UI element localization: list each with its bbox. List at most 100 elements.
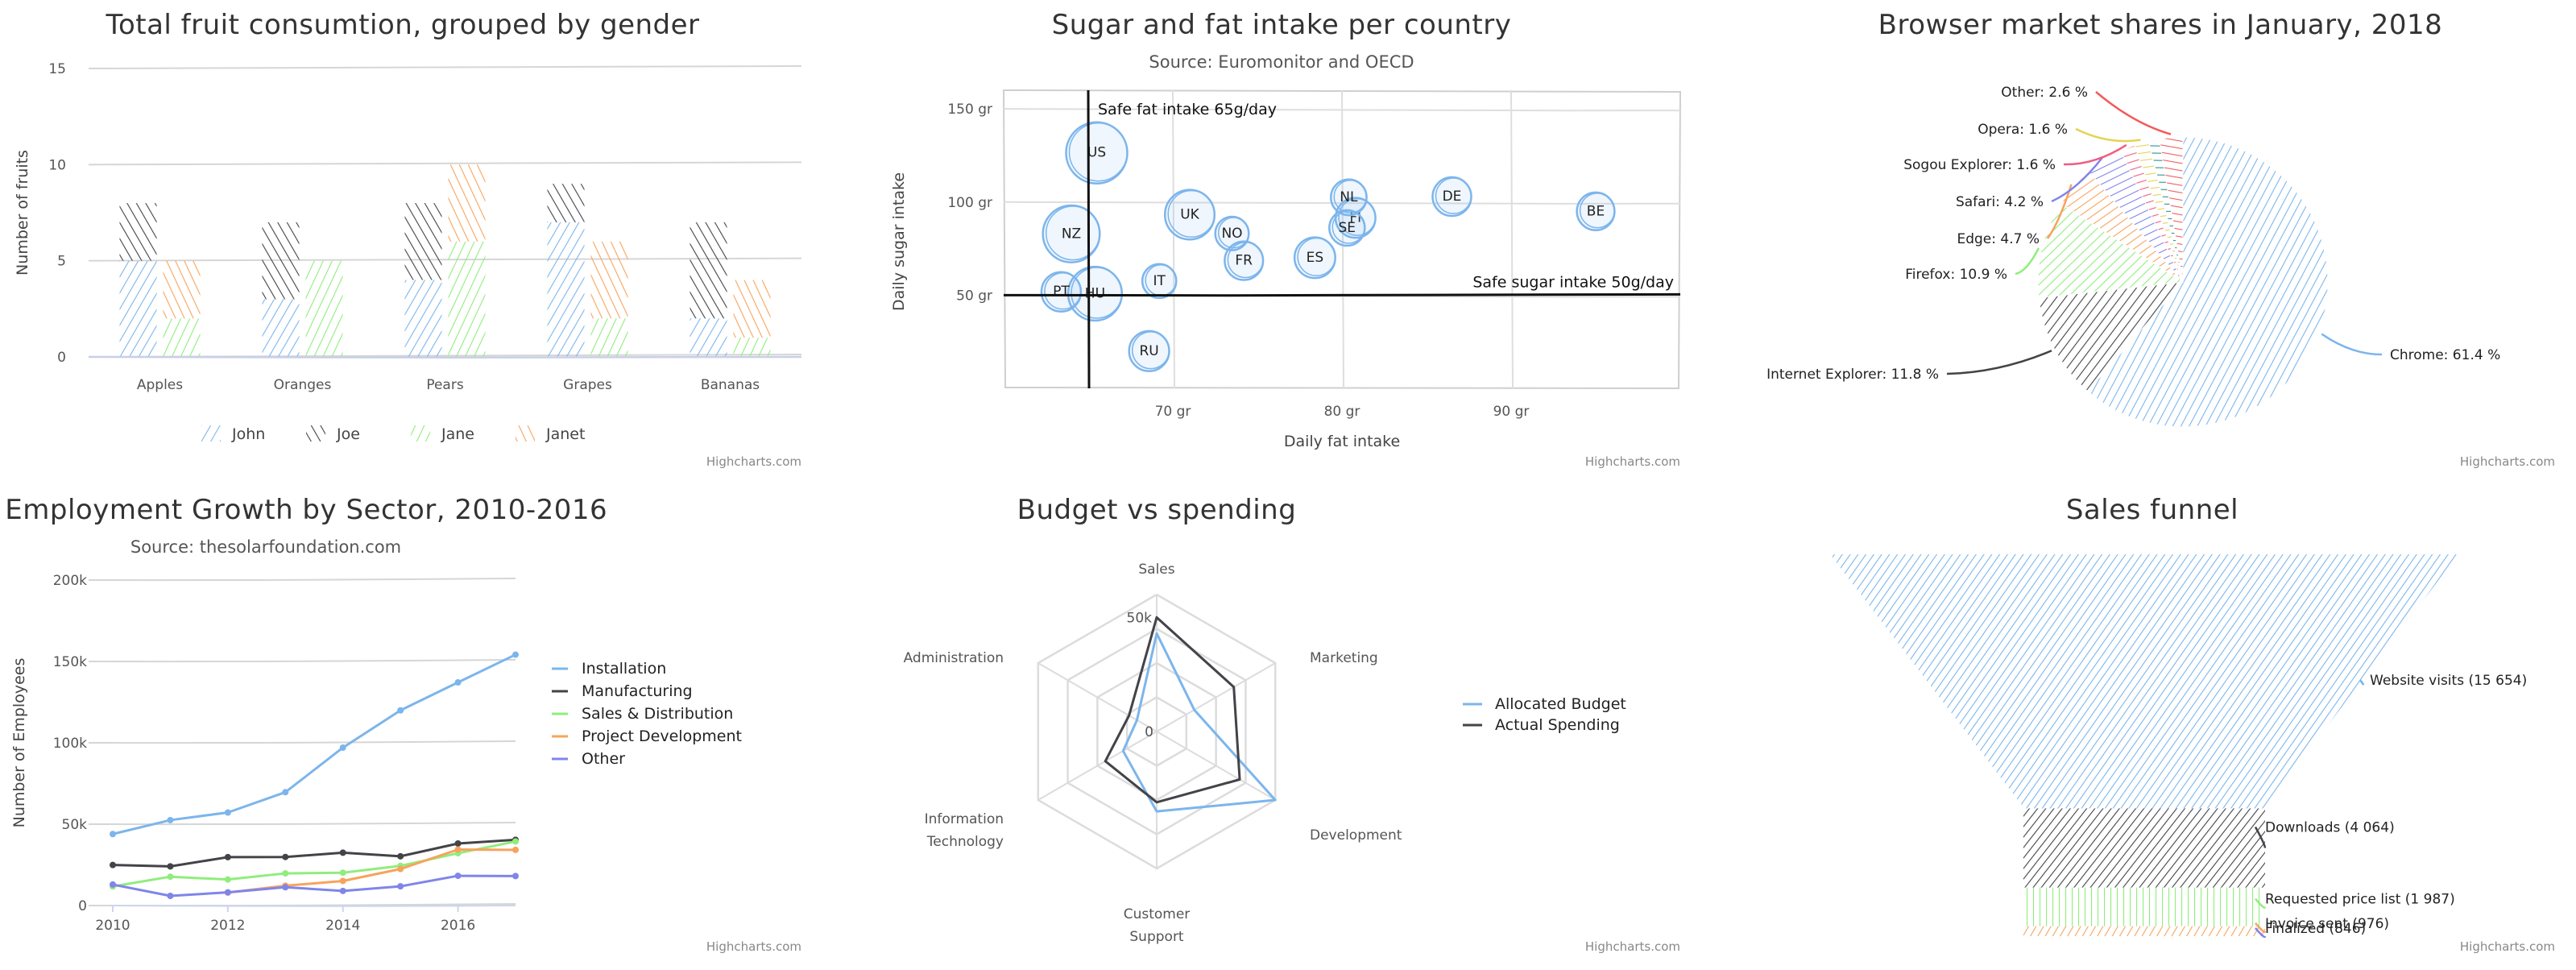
x-tick-label: Apples (137, 377, 183, 393)
legend-symbol (411, 425, 430, 441)
bubble-outline (1167, 189, 1216, 238)
bar (163, 318, 201, 357)
series-point (224, 889, 231, 896)
legend-symbol (516, 425, 535, 441)
radar-category-label: Sales (1138, 562, 1174, 578)
y-tick-label: 100k (53, 736, 87, 752)
x-tick-label: 2014 (325, 918, 360, 934)
sugar-plot-line-label: Safe sugar intake 50g/day (1472, 273, 1674, 291)
funnel-data-label: Website visits (15 654) (2370, 673, 2527, 689)
bubble-outline (1068, 122, 1129, 182)
series-point (110, 831, 116, 838)
chart-title: Solar Employment Growth by Sector, 2010-… (0, 494, 607, 526)
funnel-data-label: Requested price list (1 987) (2265, 892, 2455, 908)
bubble-outline (1333, 180, 1368, 213)
budget-radar-chart: Budget vs spending Sales Marketing Developm… (904, 494, 1680, 954)
bar (590, 318, 628, 357)
funnel-connector (2359, 679, 2364, 686)
pie-data-label: Sogou Explorer: 1.6 % (1903, 157, 2056, 173)
bubble-label: PT (1053, 284, 1070, 300)
funnel-data-label: Downloads (4 064) (2265, 820, 2395, 836)
funnel-chart-panel: Sales funnel Website visits (15 654) Downl… (1717, 485, 2576, 970)
sugar-fat-bubble-chart: Sugar and fat intake per country Source: … (890, 9, 1682, 469)
pie-data-label: Opera: 1.6 % (1978, 122, 2068, 138)
radar-category-label: Information (925, 811, 1004, 827)
y-tick-label: 5 (57, 254, 66, 270)
chart-subtitle: Source: Euromonitor and OECD (1149, 52, 1414, 72)
legend-item: John (231, 425, 265, 443)
series-point (110, 861, 116, 868)
y-tick-label: 150k (53, 654, 87, 670)
series-point (397, 883, 404, 890)
browser-pie-chart: Browser market shares in January, 2018 Ch… (1766, 9, 2555, 469)
y-tick-label: 0 (57, 350, 66, 366)
y-tick-label: 200k (53, 573, 87, 589)
funnel-data-label: Finalized (846) (2265, 921, 2366, 937)
pie-connector (2051, 156, 2104, 203)
bar (163, 260, 201, 319)
series-point (454, 839, 462, 847)
series-point (110, 881, 116, 888)
bubble-outline (1217, 217, 1250, 249)
legend-symbol (201, 425, 221, 441)
x-axis-title: Daily fat intake (1284, 433, 1400, 450)
pie-data-label: Internet Explorer: 11.8 % (1766, 367, 1939, 383)
pie-data-label: Other: 2.6 % (2001, 85, 2088, 101)
x-tick-label: Oranges (274, 377, 332, 393)
credit-label: Highcharts.com (706, 939, 801, 954)
solar-line-chart: Solar Employment Growth by Sector, 2010-… (0, 494, 801, 954)
credit-label: Highcharts.com (2460, 454, 2555, 469)
funnel-segment (2023, 887, 2265, 926)
bar (119, 203, 157, 261)
series-point (454, 678, 462, 686)
series-point (339, 877, 346, 885)
bubble-label: US (1087, 145, 1106, 161)
funnel-connector (2254, 826, 2267, 848)
legend-item: Allocated Budget (1495, 695, 1626, 713)
y-axis-title: Number of Employees (10, 658, 28, 828)
series-point (397, 852, 404, 860)
funnel-connector (2255, 897, 2267, 909)
series-point (339, 887, 346, 894)
bar (262, 299, 300, 357)
bubble-outline (1579, 193, 1616, 229)
radar-category-label: Marketing (1310, 650, 1378, 666)
browser-share-chart-panel: Browser market shares in January, 2018 Ch… (1717, 0, 2576, 485)
gridline (88, 822, 516, 826)
y-tick-label: 0 (78, 898, 87, 914)
series-point (397, 707, 404, 714)
y-tick-label: 10 (48, 157, 66, 173)
chart-title: Total fruit consumtion, grouped by gende… (105, 9, 699, 41)
pie-slice (2038, 281, 2185, 392)
funnel-segment (1830, 554, 2458, 809)
radar-tick-label: 50k (1127, 610, 1153, 626)
pie-connector (2321, 333, 2383, 356)
chart-title: Browser market shares in January, 2018 (1878, 9, 2443, 41)
x-tick-label: Bananas (701, 377, 760, 393)
y-tick-label: 50k (62, 817, 88, 833)
pie-data-label: Firefox: 10.9 % (1905, 267, 2007, 283)
series-point (167, 816, 174, 823)
y-tick-label: 50 gr (956, 288, 992, 304)
bubble-outline (1045, 205, 1101, 261)
fruit-bar-chart: Total fruit consumtion, grouped by gende… (14, 9, 802, 469)
bar (690, 222, 727, 319)
pie-data-label: Safari: 4.2 % (1956, 194, 2044, 210)
gridline (88, 578, 516, 582)
fat-plot-line (1087, 89, 1091, 389)
gridline (88, 161, 802, 166)
pie-connector (2075, 127, 2141, 143)
series-point (397, 865, 404, 873)
bubble-label: NO (1221, 226, 1242, 242)
series-line (112, 838, 516, 868)
sugar-fat-chart-panel: Sugar and fat intake per country Source: … (859, 0, 1717, 485)
radar-category-label: Development (1310, 827, 1402, 844)
bubble-outline (1297, 237, 1336, 276)
series-point (167, 873, 174, 881)
gridline (1510, 89, 1514, 389)
pie-slice (2037, 202, 2185, 299)
bar (262, 222, 300, 300)
gridline (88, 659, 516, 663)
series-point (167, 863, 174, 870)
funnel-segment (2023, 926, 2265, 936)
